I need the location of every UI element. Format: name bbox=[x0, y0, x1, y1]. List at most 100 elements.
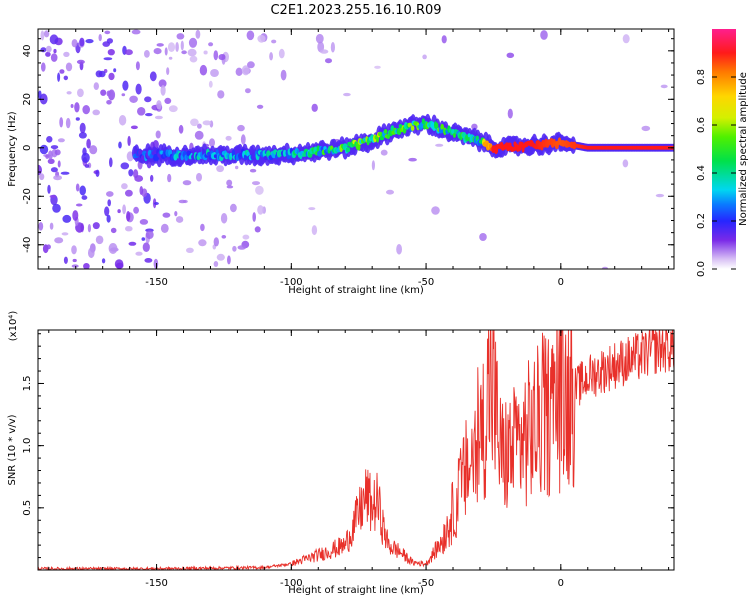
noise-blob bbox=[49, 194, 56, 199]
ridge-core bbox=[246, 151, 250, 157]
noise-blob bbox=[164, 47, 168, 56]
noise-blob bbox=[135, 251, 143, 256]
noise-blob bbox=[106, 214, 111, 223]
noise-blob bbox=[100, 89, 107, 96]
noise-blob bbox=[43, 30, 50, 38]
noise-blob bbox=[81, 195, 88, 200]
noise-blob bbox=[45, 51, 51, 57]
y-tick-label: 20 bbox=[22, 93, 33, 106]
noise-blob bbox=[122, 204, 126, 215]
noise-blob bbox=[127, 135, 131, 147]
noise-blob bbox=[220, 213, 228, 224]
noise-blob bbox=[79, 37, 85, 47]
noise-blob bbox=[77, 88, 84, 98]
x-tick-label: -100 bbox=[280, 277, 303, 288]
noise-blob bbox=[142, 242, 150, 252]
noise-blob bbox=[95, 70, 103, 78]
noise-blob bbox=[168, 105, 178, 113]
ridge-core bbox=[440, 123, 445, 130]
noise-blob bbox=[241, 65, 250, 76]
noise-blob bbox=[62, 214, 72, 223]
noise-blob bbox=[95, 169, 100, 177]
noise-blob bbox=[386, 189, 394, 195]
ridge-core bbox=[507, 142, 512, 147]
noise-blob bbox=[61, 232, 69, 236]
noise-blob bbox=[40, 47, 47, 53]
noise-blob bbox=[216, 165, 225, 173]
noise-blob bbox=[209, 138, 215, 148]
snr-series-layer bbox=[38, 330, 674, 570]
noise-blob bbox=[166, 67, 170, 75]
noise-blob bbox=[319, 49, 329, 54]
noise-blob bbox=[47, 158, 55, 164]
noise-blob bbox=[255, 185, 264, 195]
x-tick-label: 0 bbox=[558, 277, 564, 288]
y-tick-label: -20 bbox=[22, 188, 33, 204]
noise-blob bbox=[208, 42, 214, 47]
noise-blob bbox=[115, 262, 124, 269]
noise-blob bbox=[235, 67, 243, 77]
noise-blob bbox=[139, 186, 144, 195]
noise-blob bbox=[311, 103, 318, 112]
noise-blob bbox=[107, 49, 115, 56]
noise-blob bbox=[506, 52, 515, 58]
noise-blob bbox=[380, 149, 388, 156]
noise-blob bbox=[109, 157, 113, 168]
snr-axes: -150 -100 -50 0 0.5 1.0 1.5 bbox=[22, 330, 674, 589]
noise-blob bbox=[59, 69, 65, 74]
noise-blob bbox=[168, 56, 173, 60]
noise-blob bbox=[145, 230, 154, 239]
ridge-core bbox=[467, 133, 471, 138]
noise-blob bbox=[108, 72, 115, 81]
noise-blob bbox=[158, 79, 167, 88]
noise-blob bbox=[66, 91, 72, 95]
noise-blob bbox=[178, 199, 187, 204]
noise-blob bbox=[50, 145, 59, 150]
snr-frame bbox=[37, 329, 675, 571]
noise-blob bbox=[655, 193, 665, 198]
noise-blob bbox=[199, 64, 208, 76]
noise-blob bbox=[230, 203, 237, 213]
noise-blob bbox=[45, 45, 52, 53]
y-tick-label: -40 bbox=[22, 237, 33, 253]
noise-blob bbox=[144, 96, 152, 103]
noise-blob bbox=[85, 39, 94, 44]
noise-blob bbox=[203, 50, 208, 55]
noise-blob bbox=[225, 135, 232, 141]
noise-blob bbox=[41, 62, 46, 72]
noise-blob bbox=[79, 122, 86, 134]
noise-blob bbox=[124, 49, 133, 56]
noise-blob bbox=[71, 245, 77, 255]
noise-blob bbox=[54, 237, 64, 244]
noise-blob bbox=[92, 222, 100, 230]
noise-blob bbox=[216, 253, 225, 261]
noise-blob bbox=[160, 223, 169, 233]
noise-blob bbox=[622, 34, 630, 44]
noise-blob bbox=[343, 92, 351, 97]
noise-blob bbox=[269, 52, 273, 61]
noise-blob bbox=[130, 125, 138, 130]
noise-blob bbox=[153, 48, 162, 55]
noise-blob bbox=[155, 130, 161, 139]
noise-blob bbox=[124, 189, 133, 197]
noise-blob bbox=[47, 184, 51, 194]
noise-blob bbox=[145, 113, 153, 117]
noise-blob bbox=[57, 72, 61, 82]
noise-blob bbox=[75, 117, 80, 121]
noise-blob bbox=[374, 65, 381, 69]
noise-blob bbox=[164, 97, 172, 104]
noise-blob bbox=[245, 88, 251, 94]
noise-blob bbox=[39, 144, 49, 155]
noise-blob bbox=[278, 48, 285, 59]
noise-blob bbox=[235, 165, 239, 170]
noise-blob bbox=[242, 234, 250, 240]
y-tick-label: 0 bbox=[22, 145, 33, 151]
noise-blob bbox=[63, 256, 68, 264]
noise-blob bbox=[422, 54, 427, 60]
noise-blob bbox=[120, 162, 130, 170]
colorbar-tick-label: 0.4 bbox=[696, 165, 707, 181]
noise-blob bbox=[189, 55, 198, 63]
snr-panel: -150 -100 -50 0 0.5 1.0 1.5 Height of straight… bbox=[7, 311, 675, 596]
noise-blob bbox=[107, 199, 111, 207]
noise-blob bbox=[60, 171, 70, 175]
